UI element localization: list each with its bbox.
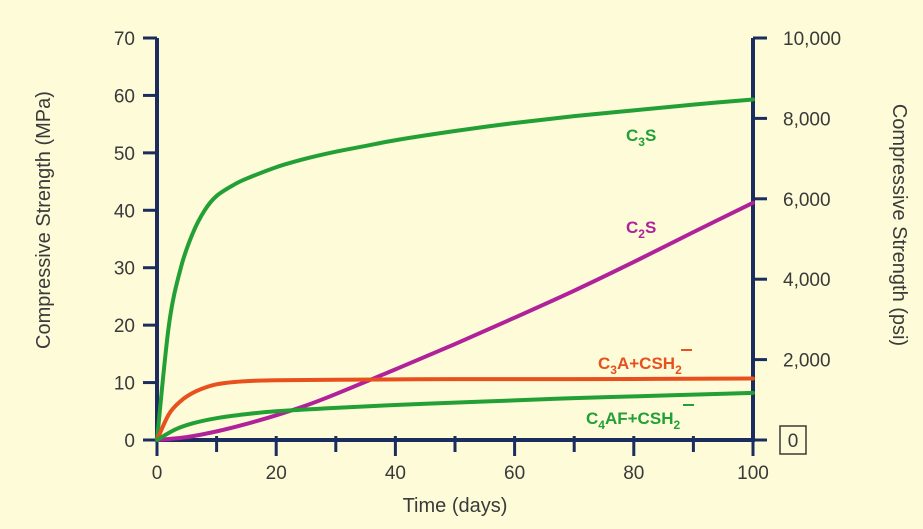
y-left-tick-label: 10 bbox=[114, 374, 135, 395]
series-line-c3s bbox=[155, 97, 755, 442]
y-left-tick-label: 20 bbox=[114, 316, 135, 337]
s-bar-glyph: S bbox=[650, 409, 661, 428]
y-right-tick-label: 6,000 bbox=[783, 190, 831, 211]
y-right-tick-label: 4,000 bbox=[783, 270, 831, 291]
series-line-c4af-csh2 bbox=[155, 390, 755, 442]
y-right-tick-label: 10,000 bbox=[783, 29, 841, 50]
y-right-tick-label: 2,000 bbox=[783, 351, 831, 372]
x-tick-label: 20 bbox=[266, 463, 287, 484]
y-left-tick-label: 40 bbox=[114, 201, 135, 222]
x-tick-label: 100 bbox=[737, 463, 769, 484]
series-line-c2s bbox=[155, 200, 755, 442]
series-label-c3s: C3S bbox=[626, 126, 656, 149]
y-left-tick-label: 50 bbox=[114, 144, 135, 165]
s-bar-glyph: S bbox=[651, 354, 662, 373]
y-right-tick-label: 8,000 bbox=[783, 109, 831, 130]
series-line-c3a-csh2 bbox=[155, 376, 755, 442]
y-left-tick-label: 60 bbox=[114, 86, 135, 107]
x-tick-label: 60 bbox=[504, 463, 525, 484]
series-label-c4af-csh2: C4AF+CSH2 bbox=[586, 409, 680, 432]
series-label-c3a-csh2: C3A+CSH2 bbox=[598, 354, 682, 377]
y-left-tick-label: 70 bbox=[114, 29, 135, 50]
y-axis-title-right: Compressive Strength (psi) bbox=[888, 104, 910, 346]
ticks: 0 10 20 30 40 50 60 70 0 2,000 4,000 6,000 8,000 10,0… bbox=[114, 29, 841, 484]
series-lines bbox=[155, 97, 755, 442]
y-right-tick-label: 0 bbox=[788, 431, 799, 452]
y-axis-title-left: Compressive Strength (MPa) bbox=[33, 91, 55, 349]
x-tick-label: 80 bbox=[623, 463, 644, 484]
x-tick-label: 0 bbox=[152, 463, 163, 484]
x-axis-title: Time (days) bbox=[403, 495, 508, 517]
y-left-tick-label: 30 bbox=[114, 259, 135, 280]
y-right-zero-box bbox=[779, 425, 807, 455]
x-tick-label: 40 bbox=[385, 463, 406, 484]
series-label-c2s: C2S bbox=[626, 218, 656, 241]
y-left-tick-label: 0 bbox=[124, 431, 135, 452]
